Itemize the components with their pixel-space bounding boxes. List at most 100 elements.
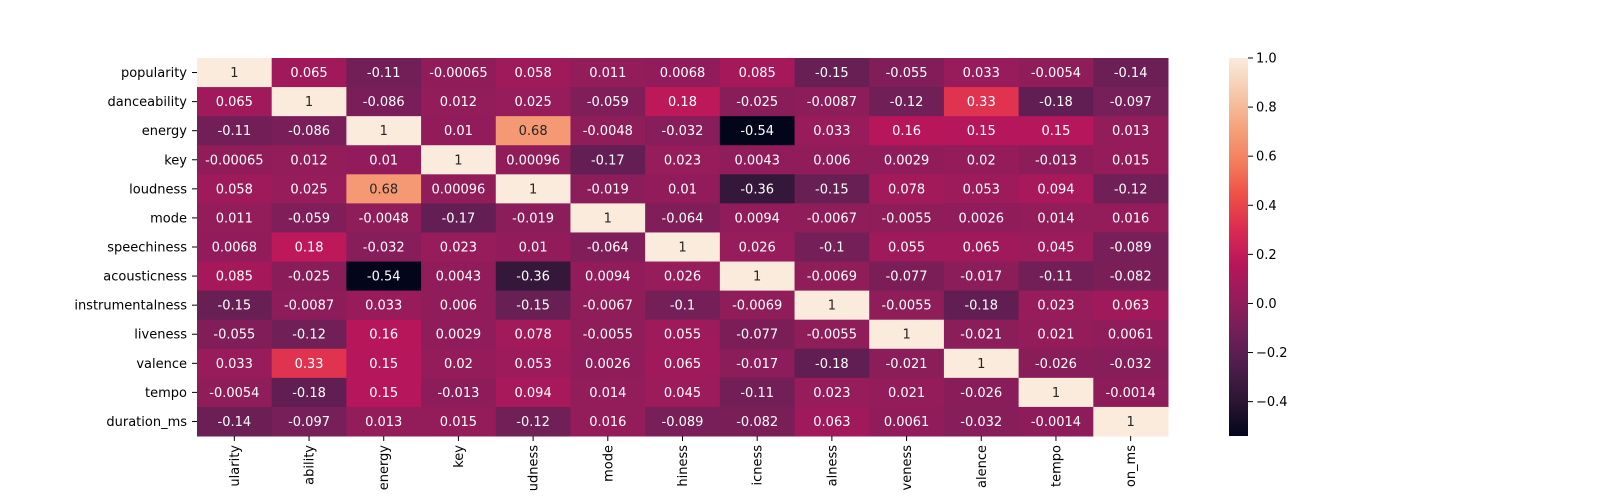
heatmap-cell bbox=[346, 261, 422, 292]
heatmap-cell-value: 0.023 bbox=[440, 241, 477, 256]
x-axis-tick-label: udness bbox=[527, 445, 542, 492]
heatmap-cell-value: -0.1 bbox=[819, 241, 844, 256]
heatmap-cell-value: -0.019 bbox=[587, 182, 629, 197]
heatmap-cell-value: 0.015 bbox=[440, 415, 477, 430]
x-axis-tick-label: key bbox=[452, 445, 467, 468]
heatmap-cell bbox=[421, 87, 497, 117]
heatmap-cell-value: -0.54 bbox=[740, 124, 774, 139]
heatmap-cell bbox=[869, 261, 945, 292]
heatmap-cell bbox=[271, 377, 347, 408]
heatmap-cell-value: 0.15 bbox=[1041, 124, 1070, 139]
heatmap-cell-value: 0.011 bbox=[589, 66, 626, 81]
heatmap-cell-value: 0.065 bbox=[290, 66, 327, 81]
heatmap-cell-value: -0.15 bbox=[218, 299, 252, 314]
heatmap-cell-value: -0.12 bbox=[516, 415, 550, 430]
heatmap-cell bbox=[869, 145, 945, 175]
heatmap-cell-value: 1 bbox=[230, 66, 238, 81]
heatmap-cell-value: -0.18 bbox=[1039, 95, 1073, 110]
heatmap-cell-value: -0.0055 bbox=[807, 328, 857, 343]
heatmap-cell bbox=[197, 261, 273, 292]
heatmap-cell-value: -0.0055 bbox=[881, 211, 931, 226]
heatmap-cell bbox=[645, 145, 721, 175]
heatmap-cell bbox=[1093, 145, 1169, 175]
heatmap-cell bbox=[1093, 174, 1169, 204]
heatmap-cell-value: -0.18 bbox=[964, 299, 998, 314]
heatmap-cell-value: -0.0048 bbox=[583, 124, 633, 139]
heatmap-cell bbox=[869, 58, 945, 88]
heatmap-cell bbox=[570, 348, 646, 379]
heatmap-cell bbox=[719, 348, 796, 379]
heatmap-cell-value: -0.021 bbox=[886, 357, 928, 372]
heatmap-cell-value: -0.055 bbox=[213, 328, 255, 343]
heatmap-cell-value: 1 bbox=[380, 124, 388, 139]
heatmap-cell bbox=[197, 116, 273, 146]
heatmap-cell-value: -0.17 bbox=[591, 153, 625, 168]
heatmap-cell bbox=[570, 58, 646, 88]
heatmap-cell-value: 0.0029 bbox=[436, 328, 482, 343]
heatmap-cell bbox=[645, 261, 721, 292]
heatmap-cell bbox=[570, 87, 646, 117]
heatmap-cell-value: 0.021 bbox=[1037, 328, 1074, 343]
heatmap-cell-value: 0.053 bbox=[963, 182, 1000, 197]
heatmap-cell bbox=[943, 145, 1020, 175]
heatmap-cell-value: -0.097 bbox=[288, 415, 330, 430]
heatmap-cell-value: 0.68 bbox=[519, 124, 548, 139]
y-axis-tick-label: key bbox=[164, 153, 187, 168]
heatmap-cell bbox=[197, 232, 273, 263]
heatmap-cell-value: -0.097 bbox=[1110, 95, 1152, 110]
heatmap-cell bbox=[1018, 145, 1094, 175]
heatmap-cell bbox=[794, 174, 870, 204]
heatmap-cell bbox=[495, 319, 571, 350]
heatmap-cell bbox=[346, 87, 422, 117]
colorbar-tick-label: −0.2 bbox=[1256, 346, 1288, 361]
heatmap-cell bbox=[869, 406, 945, 437]
heatmap-cell-value: -0.18 bbox=[815, 357, 849, 372]
heatmap-cell-value: 1 bbox=[529, 182, 537, 197]
heatmap-cell bbox=[346, 174, 422, 204]
heatmap-cell-value: -0.064 bbox=[662, 211, 704, 226]
heatmap-cell-value: 0.014 bbox=[1037, 211, 1074, 226]
heatmap-cell bbox=[943, 261, 1020, 292]
heatmap-cell-value: -0.0067 bbox=[583, 299, 633, 314]
heatmap-cell-value: 0.0043 bbox=[436, 270, 482, 285]
heatmap-cell-value: 0.053 bbox=[515, 357, 552, 372]
heatmap-cell-value: 0.15 bbox=[967, 124, 996, 139]
heatmap-cell-value: 0.18 bbox=[295, 241, 324, 256]
heatmap-cells bbox=[197, 58, 1169, 437]
heatmap-cell bbox=[495, 406, 571, 437]
heatmap-cell-value: -0.15 bbox=[516, 299, 550, 314]
heatmap-cell bbox=[346, 116, 422, 146]
y-axis-tick-label: liveness bbox=[134, 328, 187, 343]
heatmap-cell bbox=[421, 377, 497, 408]
heatmap-cell bbox=[346, 406, 422, 437]
heatmap-cell-value: 0.016 bbox=[589, 415, 626, 430]
heatmap-cell-value: -0.077 bbox=[736, 328, 778, 343]
heatmap-cell bbox=[346, 290, 422, 321]
heatmap-cell-value: 0.063 bbox=[1112, 299, 1149, 314]
heatmap-cell bbox=[794, 203, 870, 233]
heatmap-cell bbox=[794, 58, 870, 88]
y-axis-tick-label: mode bbox=[150, 211, 187, 226]
heatmap-cell bbox=[943, 203, 1020, 233]
heatmap-cell bbox=[645, 203, 721, 233]
heatmap-cell bbox=[719, 377, 796, 408]
heatmap-cell bbox=[1093, 348, 1169, 379]
heatmap-cell bbox=[421, 348, 497, 379]
heatmap-cell-value: -0.032 bbox=[960, 415, 1002, 430]
heatmap-cell-value: 0.013 bbox=[365, 415, 402, 430]
heatmap-cell bbox=[197, 203, 273, 233]
colorbar-tick-label: 0.4 bbox=[1256, 199, 1277, 214]
heatmap-cell-value: -0.0069 bbox=[807, 270, 857, 285]
colorbar-tick-label: 1.0 bbox=[1256, 52, 1277, 67]
heatmap-cell bbox=[495, 232, 571, 263]
heatmap-cell-value: -0.36 bbox=[516, 270, 550, 285]
heatmap-cell bbox=[570, 232, 646, 263]
heatmap-cell bbox=[719, 116, 796, 146]
heatmap-cell bbox=[719, 406, 796, 437]
heatmap-cell-value: -0.0054 bbox=[1031, 66, 1081, 81]
heatmap-cell-value: 0.033 bbox=[963, 66, 1000, 81]
heatmap-cell-value: -0.11 bbox=[218, 124, 252, 139]
heatmap-cell-value: -0.14 bbox=[1114, 66, 1148, 81]
heatmap-cell bbox=[346, 232, 422, 263]
heatmap-cell bbox=[346, 348, 422, 379]
